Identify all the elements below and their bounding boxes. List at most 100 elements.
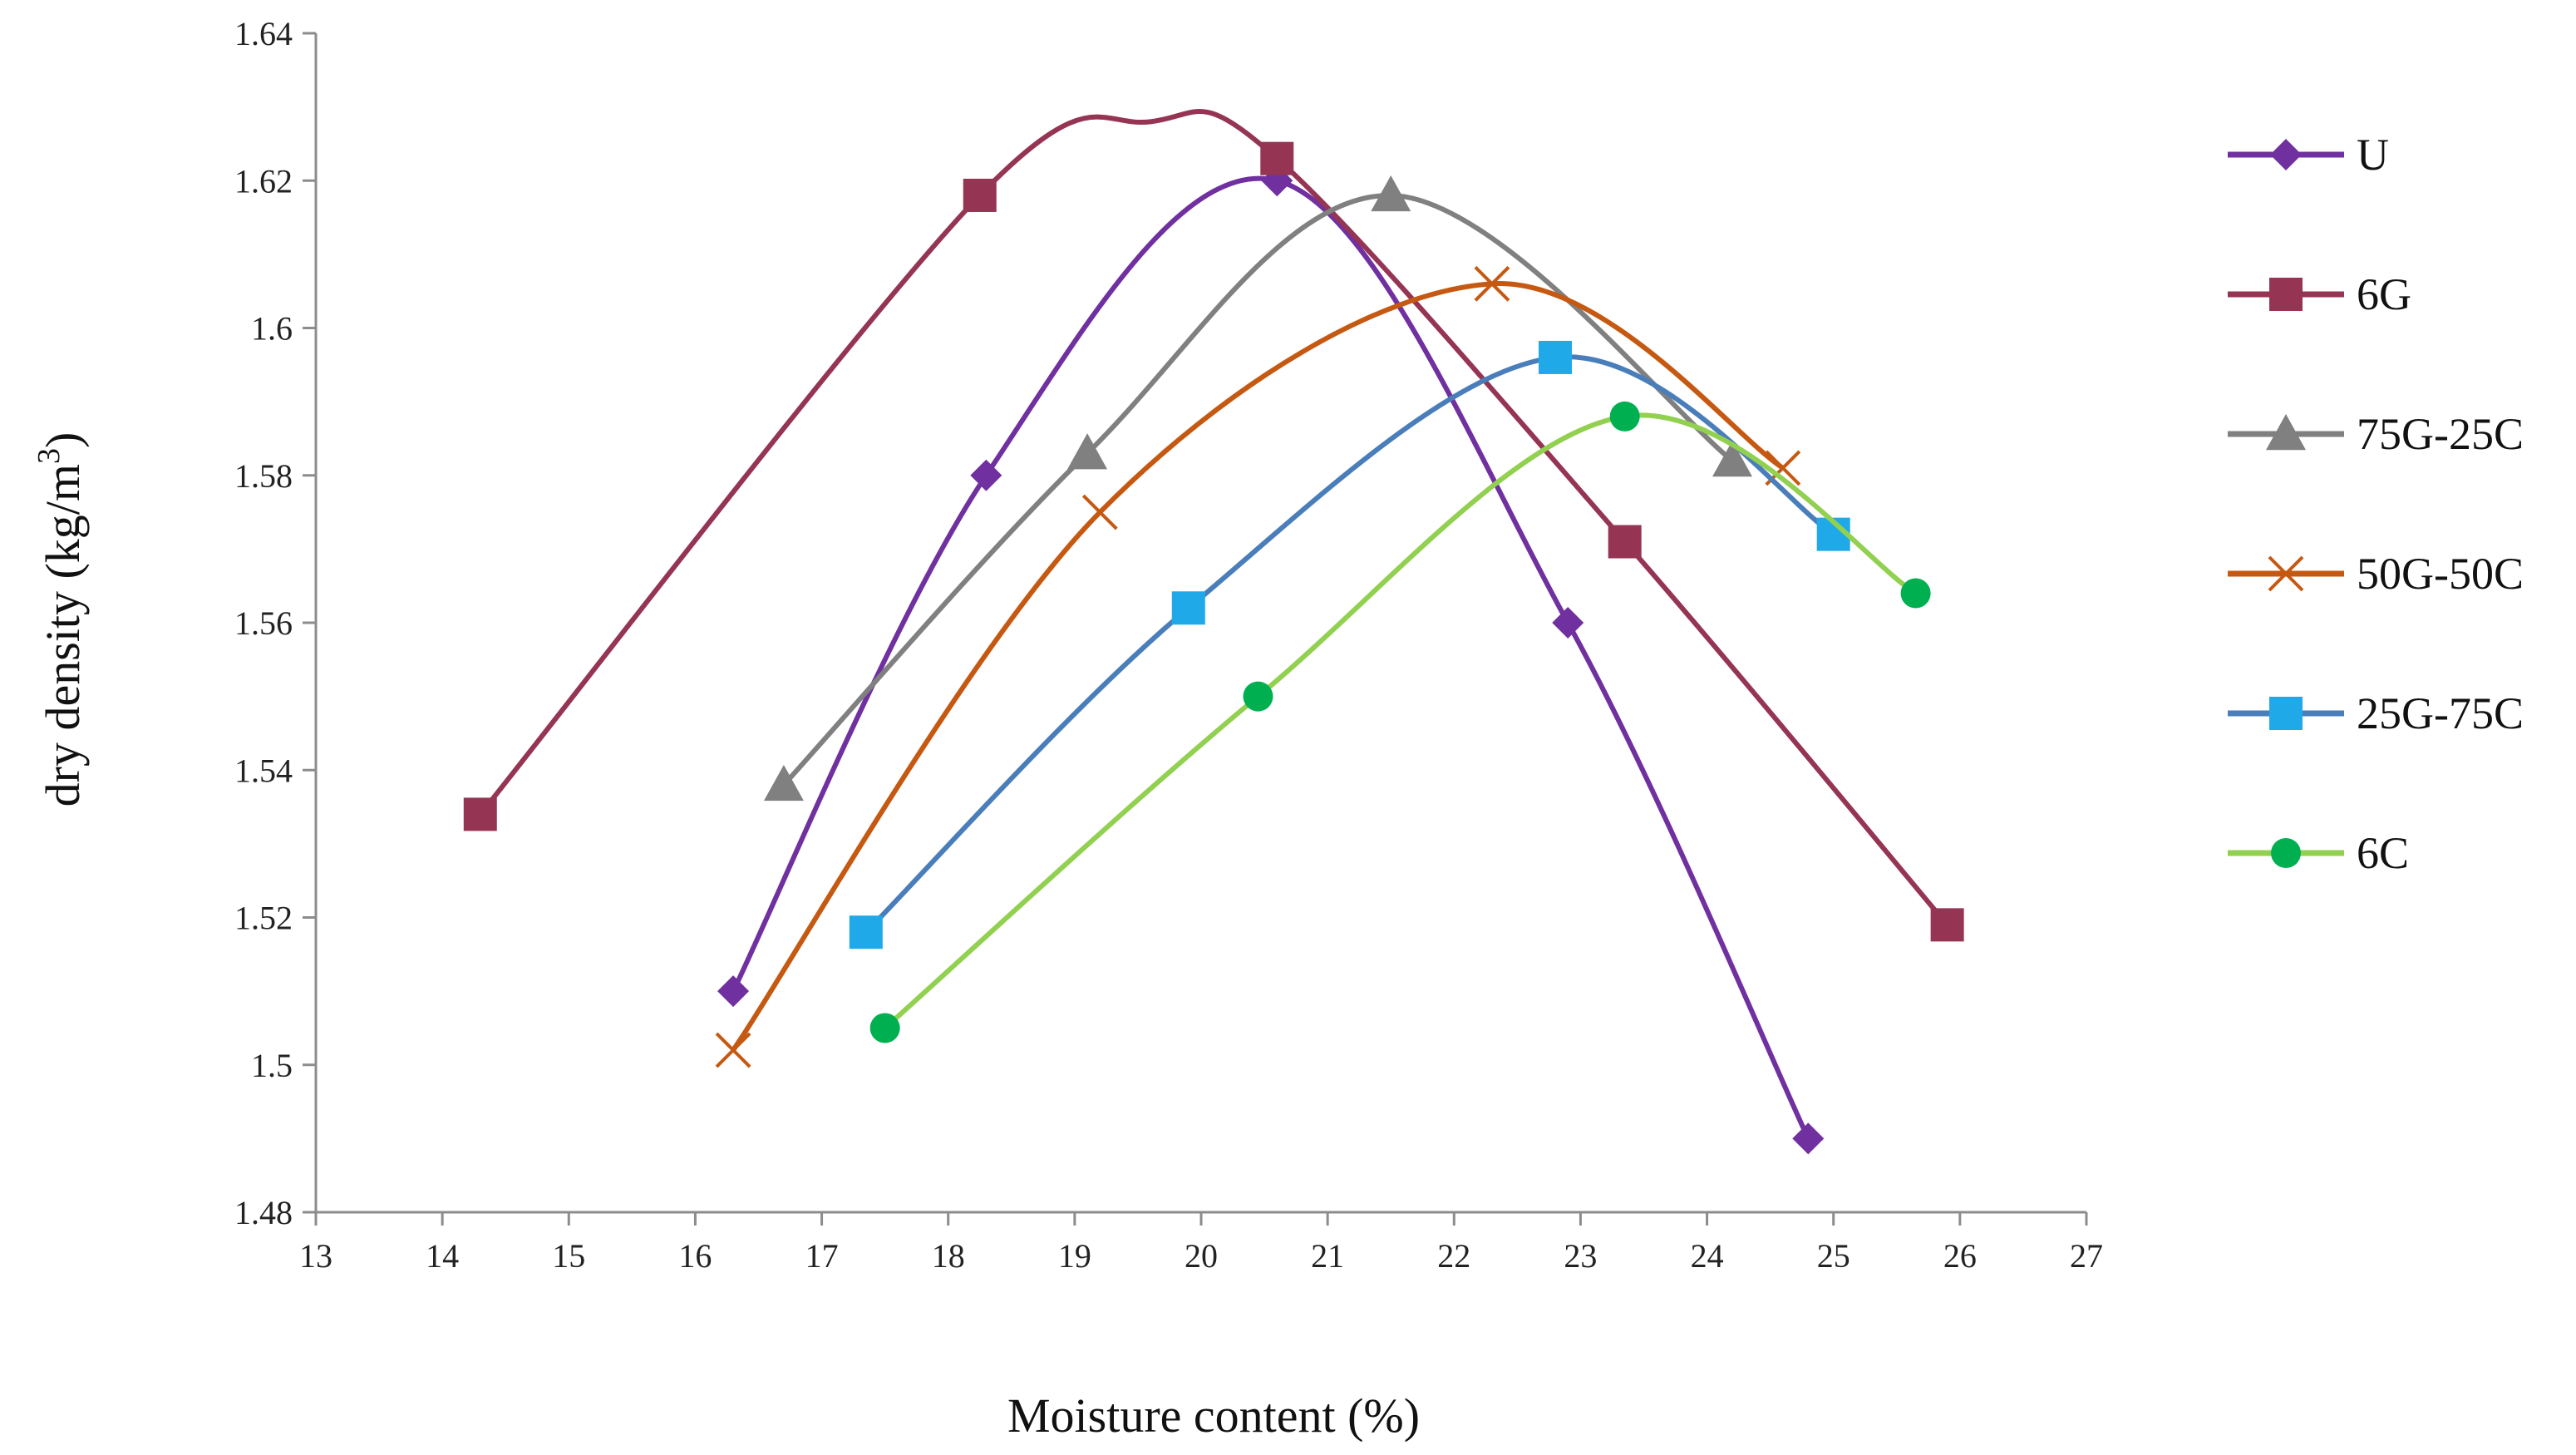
- series-u: [717, 165, 1825, 1155]
- legend-marker: [2266, 414, 2306, 451]
- legend-item: 6C: [2228, 828, 2409, 878]
- x-tick-label: 14: [426, 1237, 459, 1275]
- series-line: [781, 192, 1734, 787]
- legend-item: 25G-75C: [2228, 688, 2524, 738]
- x-tick-label: 16: [678, 1237, 712, 1275]
- series-50g-50c: [715, 265, 1801, 1068]
- data-point: [715, 1032, 751, 1068]
- y-axis-title-main: dry density (kg/m: [36, 464, 90, 806]
- legend-label: 6G: [2357, 269, 2411, 319]
- data-point-shape: [1081, 494, 1118, 530]
- data-point-shape: [1792, 1122, 1825, 1155]
- series-line: [731, 281, 1785, 1052]
- data-point-shape: [1552, 607, 1584, 639]
- data-point: [1260, 141, 1294, 175]
- x-tick-label: 19: [1058, 1237, 1091, 1275]
- data-point-shape: [1539, 340, 1572, 374]
- data-point-shape: [463, 797, 497, 831]
- y-tick-label: 1.58: [234, 457, 293, 495]
- data-point: [1243, 681, 1273, 712]
- data-point-shape: [869, 1013, 900, 1043]
- data-point-shape: [1900, 578, 1931, 609]
- data-point-shape: [1243, 681, 1273, 712]
- data-point: [1067, 433, 1108, 470]
- data-point-shape: [1371, 175, 1411, 212]
- x-tick-label: 20: [1185, 1237, 1218, 1275]
- series-6g: [463, 109, 1964, 942]
- x-tick-label: 23: [1564, 1237, 1597, 1275]
- legend-marker: [2269, 697, 2303, 730]
- legend-label: 75G-25C: [2357, 409, 2524, 459]
- x-tick-label: 24: [1691, 1237, 1724, 1275]
- legend-label: 25G-75C: [2357, 688, 2524, 738]
- x-tick-label: 17: [805, 1237, 839, 1275]
- y-tick-label: 1.64: [234, 15, 293, 52]
- data-point-shape: [1260, 141, 1294, 175]
- data-point: [970, 459, 1002, 491]
- legend-label: 50G-50C: [2357, 549, 2524, 599]
- data-point: [1552, 607, 1584, 639]
- data-point: [869, 1013, 900, 1043]
- x-tick-label: 25: [1817, 1237, 1850, 1275]
- legend-marker-shape: [2270, 139, 2302, 170]
- legend-marker: [2268, 555, 2304, 592]
- data-point-shape: [849, 915, 883, 949]
- y-tick-label: 1.54: [234, 752, 293, 789]
- data-point: [963, 178, 997, 212]
- x-tick-label: 21: [1311, 1237, 1344, 1275]
- data-point: [763, 764, 804, 801]
- x-axis-title: Moisture content (%): [1007, 1388, 1420, 1443]
- data-point-shape: [963, 178, 997, 212]
- data-point-shape: [1171, 591, 1205, 625]
- y-tick-label: 1.5: [251, 1047, 293, 1084]
- data-point-shape: [1609, 401, 1640, 432]
- x-tick-label: 15: [552, 1237, 585, 1275]
- data-point-shape: [717, 975, 750, 1008]
- y-axis-title-superscript: 3: [32, 448, 66, 464]
- y-tick-label: 1.6: [251, 310, 293, 348]
- legend-marker: [2269, 278, 2303, 311]
- series-6c: [869, 401, 1931, 1043]
- legend-marker-shape: [2268, 555, 2304, 592]
- legend-marker-shape: [2271, 838, 2301, 868]
- x-tick-label: 18: [932, 1237, 965, 1275]
- x-axis: 13 14 15 16 17 18 19 20 21 22 23 24 25 26 27: [299, 1211, 2103, 1275]
- data-point: [1081, 494, 1118, 530]
- data-point: [1608, 525, 1642, 559]
- series-25g-75c: [849, 340, 1850, 949]
- x-tick-label: 27: [2070, 1237, 2103, 1275]
- legend: U 6G 75G-25C 50G-50C 25G-75C 6C: [2228, 130, 2524, 878]
- x-tick-label: 22: [1437, 1237, 1470, 1275]
- x-tick-label: 26: [1943, 1237, 1977, 1275]
- legend-item: 50G-50C: [2228, 549, 2524, 599]
- series-layer: [463, 109, 1964, 1155]
- y-tick-label: 1.56: [234, 604, 293, 642]
- y-axis-title: dry density (kg/m3): [32, 432, 90, 807]
- legend-marker: [2270, 139, 2302, 170]
- legend-item: 75G-25C: [2228, 409, 2524, 459]
- data-point-shape: [763, 764, 804, 801]
- legend-item: 6G: [2228, 269, 2411, 319]
- data-point: [1371, 175, 1411, 212]
- legend-label: 6C: [2357, 828, 2409, 878]
- data-point: [1609, 401, 1640, 432]
- series-line: [478, 109, 1949, 927]
- data-point: [849, 915, 883, 949]
- data-point-shape: [1067, 433, 1108, 470]
- series-line: [864, 354, 1835, 935]
- data-point: [1900, 578, 1931, 609]
- data-point: [1712, 441, 1752, 477]
- legend-label: U: [2357, 130, 2389, 180]
- data-point: [463, 797, 497, 831]
- legend-marker-shape: [2269, 697, 2303, 730]
- data-point: [1792, 1122, 1825, 1155]
- data-point: [717, 975, 750, 1008]
- data-point-shape: [715, 1032, 751, 1068]
- legend-marker-shape: [2269, 278, 2303, 311]
- data-point: [1171, 591, 1205, 625]
- legend-item: U: [2228, 130, 2389, 180]
- y-axis-title-suffix: ): [36, 432, 90, 448]
- data-point-shape: [1712, 441, 1752, 477]
- data-point-shape: [1930, 908, 1964, 942]
